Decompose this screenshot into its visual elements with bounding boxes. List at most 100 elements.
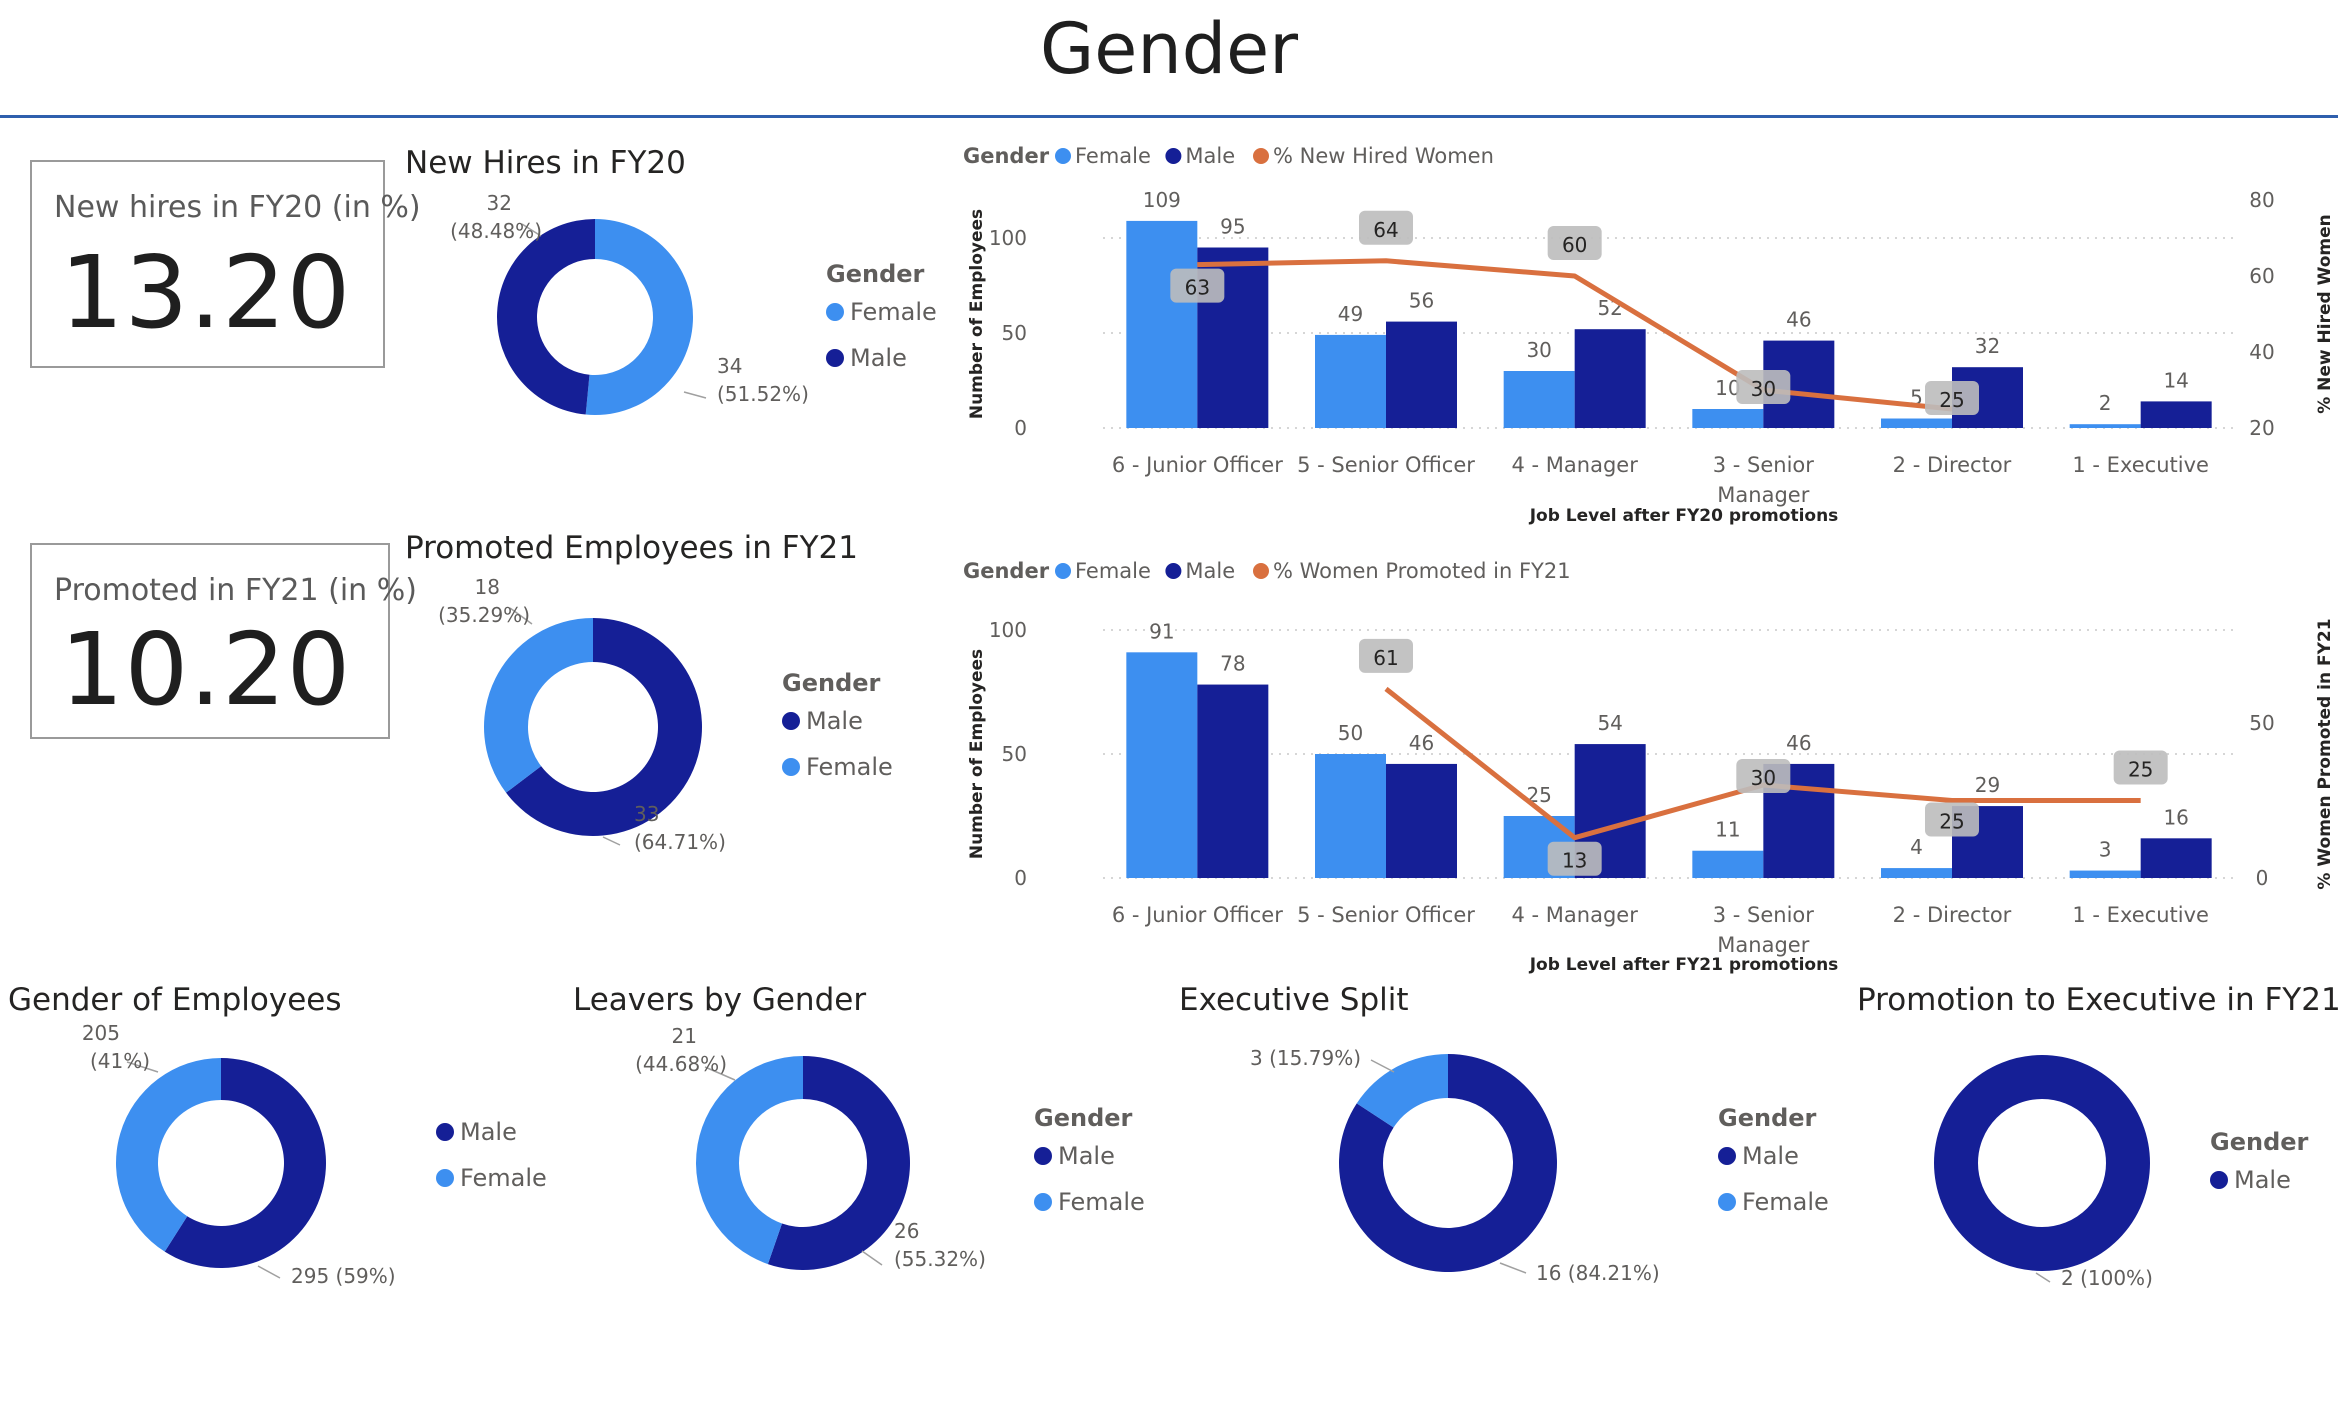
kpi-card-new-hires[interactable]: New hires in FY20 (in %) 13.20 <box>30 160 421 368</box>
chart-title-new-hires: New Hires in FY20 <box>405 145 686 181</box>
donut-slice-male[interactable] <box>506 618 702 836</box>
bar-value-label: 78 <box>1220 652 1245 676</box>
legend-label-female: Female <box>850 298 937 326</box>
bar-male[interactable] <box>1386 763 1457 878</box>
chart-title-leavers: Leavers by Gender <box>573 982 867 1018</box>
x-tick-label: 3 - Senior <box>1713 903 1815 927</box>
line-value-label: 60 <box>1562 233 1587 257</box>
donut-slice-female[interactable] <box>1356 1054 1448 1128</box>
leader-line <box>509 607 533 625</box>
legend-label: % Women Promoted in FY21 <box>1273 559 1571 583</box>
data-label-pct: (55.32%) <box>894 1247 986 1271</box>
y2-axis-title: % Women Promoted in FY21 <box>2315 618 2335 889</box>
chart-title-promoted: Promoted Employees in FY21 <box>405 530 858 566</box>
data-label: 26 <box>894 1219 919 1243</box>
leader-line <box>602 836 621 846</box>
line-series[interactable] <box>1197 258 1953 412</box>
bar-value-label: 29 <box>1975 773 2000 797</box>
x-tick-label: 3 - Senior <box>1713 453 1815 477</box>
donut-slice-female[interactable] <box>585 219 694 416</box>
kpi-label: New hires in FY20 (in %) <box>54 190 421 225</box>
legend-label-female: Female <box>806 753 893 781</box>
leader-line <box>521 223 542 237</box>
legend-marker <box>1253 148 1269 164</box>
legend-label-female: Female <box>1058 1188 1145 1216</box>
bar-male[interactable] <box>2140 838 2212 878</box>
page-title: Gender <box>1040 8 1298 90</box>
bar-value-label: 14 <box>2163 368 2188 392</box>
x-tick-label: 1 - Executive <box>2072 903 2209 927</box>
kpi-value: 13.20 <box>60 234 352 351</box>
line-value-badge <box>2113 750 2168 785</box>
legend-label-male: Male <box>806 707 863 735</box>
y2-tick-label: 60 <box>2249 264 2274 288</box>
legend-label-male: Male <box>2234 1166 2291 1194</box>
x-tick-label: 1 - Executive <box>2072 453 2209 477</box>
bar-female[interactable] <box>1315 334 1386 428</box>
x-tick-label: 6 - Junior Officer <box>1112 453 1283 477</box>
legend-label: Male <box>1185 559 1235 583</box>
bar-female[interactable] <box>2069 870 2141 878</box>
x-tick-label: 4 - Manager <box>1511 453 1638 477</box>
legend-marker <box>1055 563 1071 579</box>
line-value-label: 30 <box>1751 766 1776 790</box>
bar-female[interactable] <box>2069 424 2141 428</box>
donut-slice-male[interactable] <box>767 1056 911 1270</box>
data-label-pct: (51.52%) <box>717 382 809 406</box>
legend-label: % New Hired Women <box>1273 144 1494 168</box>
legend-label-female: Female <box>1742 1188 1829 1216</box>
donut-slice-female[interactable] <box>115 1058 221 1252</box>
bar-value-label: 46 <box>1786 308 1811 332</box>
bar-female[interactable] <box>1503 371 1575 428</box>
legend-marker-female <box>826 303 844 321</box>
donut-slice-male[interactable] <box>497 219 595 415</box>
data-label: 3 (15.79%) <box>1250 1046 1361 1070</box>
data-label: 34 <box>717 354 742 378</box>
donut-slice-male[interactable] <box>1934 1055 2150 1271</box>
bar-female[interactable] <box>1315 754 1386 878</box>
bar-value-label: 46 <box>1409 731 1434 755</box>
kpi-value: 10.20 <box>60 611 352 728</box>
kpi-card-promoted[interactable]: Promoted in FY21 (in %) 10.20 <box>30 543 417 739</box>
line-value-badge <box>1170 268 1225 303</box>
bar-male[interactable] <box>1574 329 1646 428</box>
x-axis-title: Job Level after FY20 promotions <box>1529 506 1839 526</box>
y-tick-label: 0 <box>1014 866 1027 890</box>
bar-female[interactable] <box>1692 850 1764 878</box>
donut-slice-female[interactable] <box>696 1056 803 1265</box>
donut-slice-female[interactable] <box>483 617 593 793</box>
bar-male[interactable] <box>1197 684 1269 878</box>
donut-slice-male[interactable] <box>1339 1054 1557 1272</box>
line-value-label: 25 <box>1939 388 1964 412</box>
data-label: 18 <box>475 575 500 599</box>
donut-slice-male[interactable] <box>164 1058 326 1269</box>
y-tick-label: 100 <box>989 226 1027 250</box>
bar-female[interactable] <box>1126 652 1198 878</box>
data-label: 21 <box>672 1024 697 1048</box>
bar-male[interactable] <box>1386 321 1457 428</box>
x-axis-title: Job Level after FY21 promotions <box>1529 955 1839 975</box>
x-tick-label: Manager <box>1717 933 1809 957</box>
data-label-pct: (48.48%) <box>450 219 542 243</box>
data-label: 32 <box>487 191 512 215</box>
data-label-pct: (41%) <box>90 1049 150 1073</box>
bar-value-label: 54 <box>1597 711 1622 735</box>
bar-male[interactable] <box>2140 401 2212 428</box>
legend-title: Gender <box>2210 1128 2309 1156</box>
y2-tick-label: 80 <box>2249 188 2274 212</box>
bar-female[interactable] <box>1692 409 1764 428</box>
bar-female[interactable] <box>1881 418 1952 429</box>
leader-line <box>2035 1272 2051 1283</box>
data-label-pct: (44.68%) <box>635 1052 727 1076</box>
bar-female[interactable] <box>1126 220 1198 428</box>
x-tick-label: 4 - Manager <box>1511 903 1638 927</box>
y-tick-label: 100 <box>989 618 1027 642</box>
legend-marker-male <box>782 712 800 730</box>
line-value-label: 63 <box>1185 276 1210 300</box>
legend-title: Gender <box>963 144 1050 168</box>
y2-tick-label: 40 <box>2249 340 2274 364</box>
legend-title: Gender <box>1034 1104 1133 1132</box>
y-tick-label: 50 <box>1002 321 1027 345</box>
bar-female[interactable] <box>1881 868 1952 878</box>
